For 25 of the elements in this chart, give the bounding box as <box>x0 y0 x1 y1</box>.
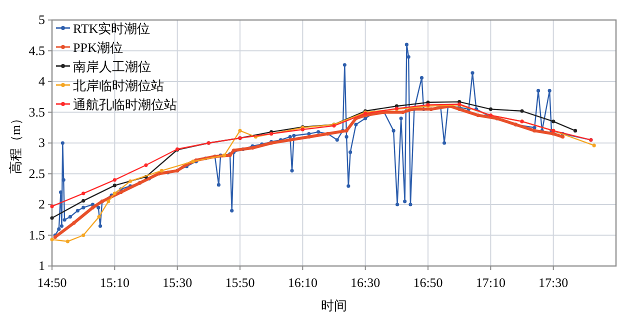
x-tick-label: 16:50 <box>413 275 443 290</box>
x-tick-label: 17:10 <box>476 275 506 290</box>
y-axis-title: 高程（m） <box>8 112 23 174</box>
y-tick-label: 3.5 <box>28 104 45 120</box>
y-tick-label: 2 <box>38 196 45 212</box>
x-tick-label: 14:50 <box>37 275 67 290</box>
x-tick-label: 15:10 <box>100 275 130 290</box>
y-tick-label: 3 <box>38 135 45 150</box>
x-tick-label: 16:30 <box>350 275 380 290</box>
x-tick-label: 17:30 <box>538 275 568 290</box>
y-tick-label: 5 <box>38 12 45 27</box>
y-tick-label: 1.5 <box>28 227 45 242</box>
x-axis-title: 时间 <box>321 298 347 313</box>
legend-label: PPK潮位 <box>73 40 123 55</box>
legend-label: 南岸人工潮位 <box>73 59 151 74</box>
x-tick-label: 15:50 <box>225 275 255 290</box>
x-tick-label: 16:10 <box>288 275 318 290</box>
y-tick-label: 1 <box>38 258 45 273</box>
y-tick-label: 4 <box>38 74 46 88</box>
x-tick-label: 15:30 <box>162 275 192 290</box>
legend-label: 通航孔临时潮位站 <box>73 97 177 112</box>
legend-label: RTK实时潮位 <box>73 21 150 36</box>
y-tick-label: 2.5 <box>28 166 45 181</box>
y-tick-label: 4.5 <box>28 42 45 58</box>
legend-label: 北岸临时潮位站 <box>73 78 164 93</box>
